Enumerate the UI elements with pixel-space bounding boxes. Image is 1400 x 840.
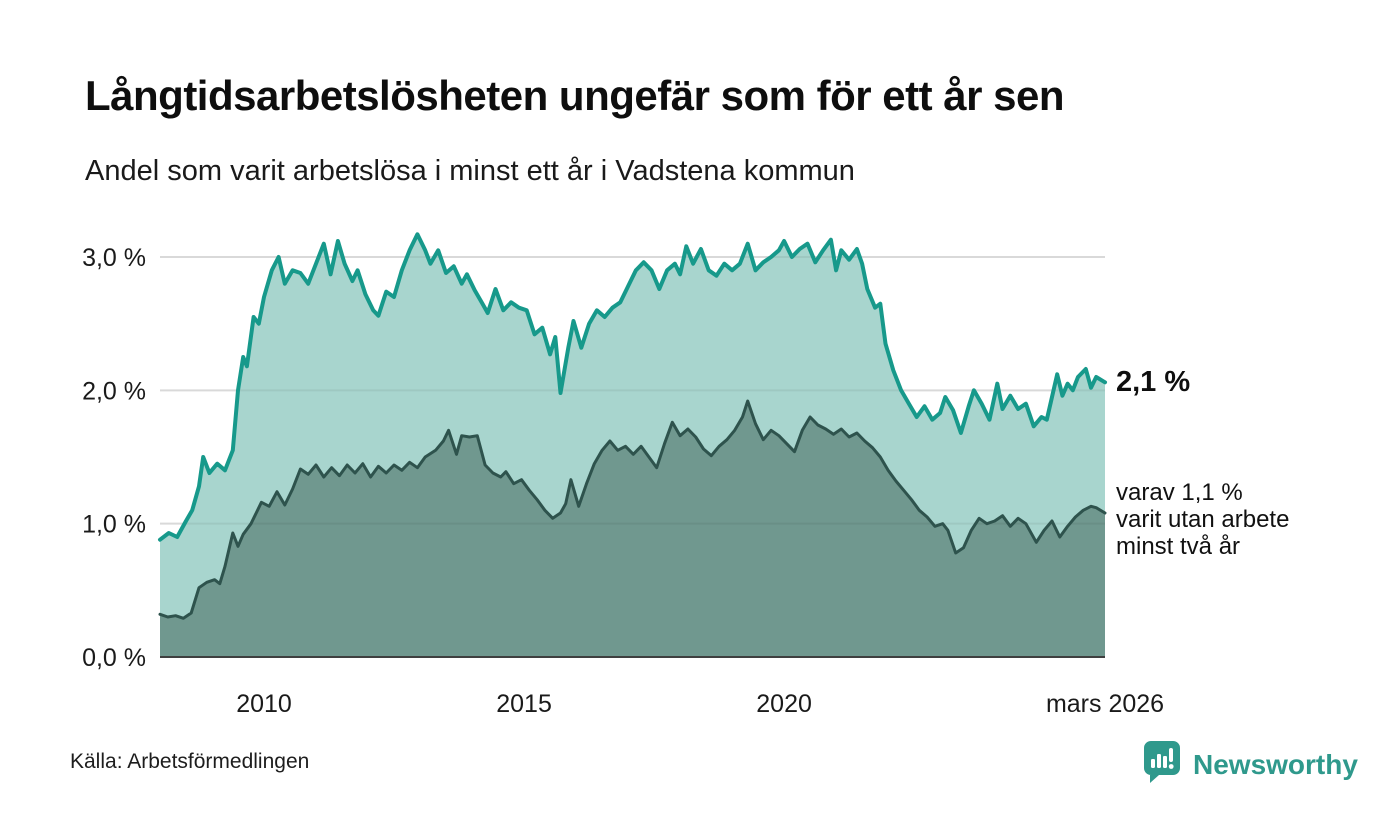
line-min-two-years [158, 399, 1107, 620]
subseries-annotation-line2: varit utan arbete [1116, 506, 1290, 533]
x-axis-label: 2015 [496, 690, 552, 718]
subseries-annotation-line1: varav 1,1 % [1116, 479, 1243, 506]
newsworthy-logo-icon [1143, 740, 1181, 789]
x-axis-label: 2010 [236, 690, 292, 718]
page-title: Långtidsarbetslösheten ungefär som för e… [85, 72, 1065, 119]
chart-subtitle: Andel som varit arbetslösa i minst ett å… [85, 155, 855, 187]
line-min-one-year [158, 232, 1107, 542]
latest-value-annotation: 2,1 % [1116, 366, 1191, 398]
newsworthy-brand: Newsworthy [1143, 740, 1358, 789]
source-attribution: Källa: Arbetsförmedlingen [70, 750, 310, 773]
subseries-annotation: varav 1,1 % varit utan arbete minst två … [1116, 479, 1289, 560]
y-axis-label: 0,0 % [82, 644, 146, 672]
y-axis-label: 2,0 % [82, 377, 146, 405]
x-axis-label: mars 2026 [1046, 690, 1164, 718]
newsworthy-brand-name: Newsworthy [1193, 748, 1358, 780]
subseries-annotation-line3: minst två år [1116, 533, 1241, 560]
y-axis-label: 1,0 % [82, 511, 146, 539]
y-axis-label: 3,0 % [82, 244, 146, 272]
area-min-two-years [160, 401, 1105, 657]
x-axis-label: 2020 [756, 690, 812, 718]
